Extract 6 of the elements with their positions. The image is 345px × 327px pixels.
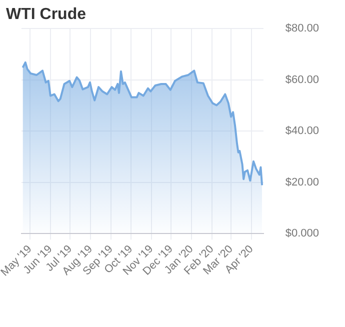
chart-title: WTI Crude [6,6,86,24]
y-tick-label: $60.00 [285,74,320,86]
y-tick-label: $0.000 [285,228,320,240]
y-tick-label: $80.00 [285,22,320,35]
y-tick-label: $40.00 [285,125,320,138]
y-tick-label: $20.00 [285,176,320,188]
